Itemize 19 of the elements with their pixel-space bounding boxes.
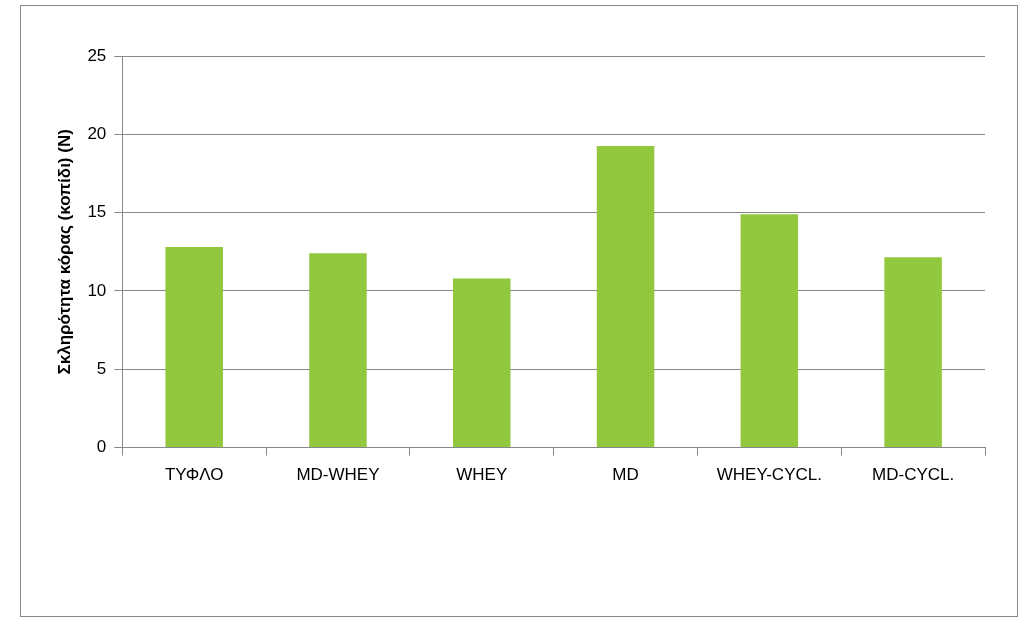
x-tick-label: WHEY-CYCL. <box>716 465 822 485</box>
bar <box>596 146 655 448</box>
y-tick-label: 20 <box>87 124 107 144</box>
bar <box>453 278 511 448</box>
y-tick-label: 10 <box>87 280 107 300</box>
x-tick-label: WHEY <box>456 465 508 485</box>
x-tick-label: MD <box>612 465 639 485</box>
bar <box>740 214 799 448</box>
y-tick-label: 15 <box>87 202 107 222</box>
y-tick-label: 0 <box>96 437 107 457</box>
y-tick-label: 25 <box>87 45 107 65</box>
x-tick-label: MD-CYCL. <box>872 465 955 485</box>
x-tick-label: ΤΥΦΛΟ <box>164 465 224 485</box>
y-axis-title: Σκληρότητα κόρας (κοπίδι) (N) <box>54 129 74 375</box>
bar <box>309 253 367 448</box>
bar <box>165 247 223 448</box>
y-tick-label: 5 <box>96 358 107 378</box>
bar <box>884 257 942 448</box>
x-tick-label: MD-WHEY <box>296 465 380 485</box>
